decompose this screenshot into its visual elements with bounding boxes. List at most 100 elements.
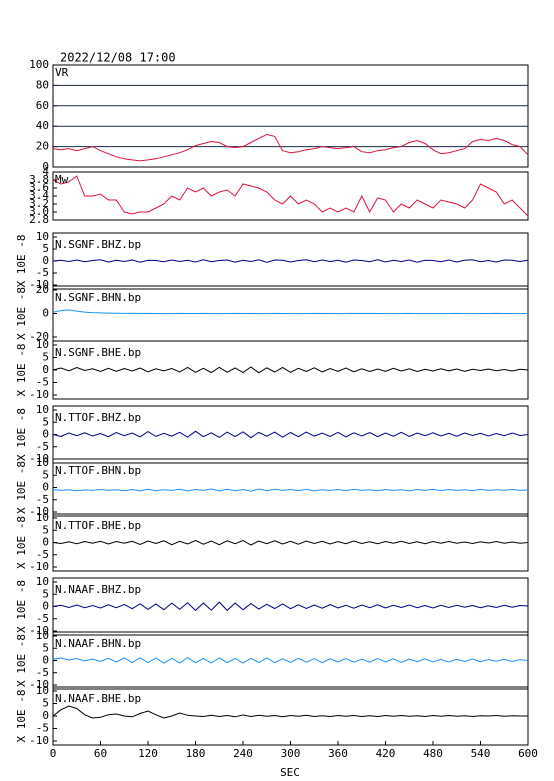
y-tick-label: 10 (36, 338, 49, 351)
y-tick-label: 3.2 (29, 197, 49, 210)
chart-title: 2022/12/08 17:00 (60, 51, 176, 65)
panel-label: N.NAAF.BHZ.bp (55, 583, 141, 596)
y-tick-label: 0 (42, 709, 49, 722)
y-tick-label: -10 (29, 388, 49, 401)
y-tick-label: 10 (36, 629, 49, 642)
trace (52, 259, 529, 263)
y-tick-label: 10 (36, 230, 49, 243)
y-tick-label: 20 (36, 283, 49, 296)
y-tick-label: 100 (29, 58, 49, 71)
y-tick-label: 10 (36, 684, 49, 697)
y-axis-label: X 10E -8 (15, 580, 28, 633)
y-tick-label: 0 (42, 481, 49, 494)
y-tick-label: -5 (36, 266, 49, 279)
y-tick-label: 4 (42, 165, 49, 178)
trace (52, 705, 528, 719)
trace (52, 175, 529, 217)
y-tick-label: -5 (36, 548, 49, 561)
y-tick-label: 3.8 (29, 173, 49, 186)
y-tick-label: 0 (42, 160, 49, 173)
trace (52, 133, 529, 162)
panel-label: N.NAAF.BHE.bp (55, 692, 141, 705)
y-tick-label: -10 (29, 678, 49, 691)
y-axis-label: X 10E -8 (15, 690, 28, 743)
x-tick-label: 240 (233, 747, 253, 760)
y-tick-label: -10 (29, 734, 49, 747)
y-axis-label: X 10E -8 (15, 634, 28, 687)
y-axis-label: X 10E -8 (15, 287, 28, 340)
x-tick-label: 60 (94, 747, 107, 760)
y-tick-label: -5 (36, 493, 49, 506)
x-tick-label: 480 (423, 747, 443, 760)
y-tick-label: 2.8 (29, 213, 49, 226)
y-tick-label: -5 (36, 612, 49, 625)
y-tick-label: -5 (36, 722, 49, 735)
panel-label: N.NAAF.BHN.bp (55, 637, 141, 650)
y-tick-label: -10 (29, 278, 49, 291)
y-tick-label: -5 (36, 440, 49, 453)
y-tick-label: 0 (42, 307, 49, 320)
x-tick-label: 540 (471, 747, 491, 760)
y-tick-label: 5 (42, 242, 49, 255)
y-axis-label: X 10E -8 (15, 344, 28, 397)
x-tick-label: 180 (186, 747, 206, 760)
y-tick-label: 0 (42, 363, 49, 376)
y-tick-label: -10 (29, 624, 49, 637)
y-tick-label: 5 (42, 351, 49, 364)
trace (52, 366, 529, 374)
y-tick-label: 5 (42, 697, 49, 710)
y-tick-label: 0 (42, 654, 49, 667)
y-tick-label: 80 (36, 78, 49, 91)
x-tick-label: 600 (518, 747, 538, 760)
y-tick-label: 5 (42, 468, 49, 481)
x-tick-label: 300 (281, 747, 301, 760)
y-tick-label: 0 (42, 254, 49, 267)
y-axis-label: X 10E -8 (15, 408, 28, 461)
x-tick-label: 120 (138, 747, 158, 760)
y-tick-label: 3.0 (29, 205, 49, 218)
y-tick-label: 60 (36, 99, 49, 112)
x-tick-label: 360 (328, 747, 348, 760)
y-tick-label: 0 (42, 428, 49, 441)
y-tick-label: 10 (36, 575, 49, 588)
y-tick-label: 10 (36, 403, 49, 416)
y-tick-label: -10 (29, 505, 49, 518)
y-tick-label: 3.4 (29, 189, 49, 202)
y-tick-label: 20 (36, 140, 49, 153)
x-axis-label: SEC (280, 766, 300, 779)
y-tick-label: -5 (36, 666, 49, 679)
panel-label: N.SGNF.BHZ.bp (55, 238, 141, 251)
panel-label: N.TTOF.BHZ.bp (55, 411, 141, 424)
panel-label: N.TTOF.BHN.bp (55, 464, 141, 477)
trace (52, 430, 529, 439)
y-tick-label: 0 (42, 600, 49, 613)
y-tick-label: 10 (36, 511, 49, 524)
y-tick-label: 5 (42, 523, 49, 536)
panel-label: N.TTOF.BHE.bp (55, 519, 141, 532)
y-axis-label: X 10E -8 (15, 516, 28, 569)
panel-label: Mw (55, 173, 69, 186)
y-tick-label: 10 (36, 456, 49, 469)
trace (52, 309, 529, 315)
y-tick-label: 40 (36, 119, 49, 132)
y-axis-label: X 10E -8 (15, 461, 28, 514)
y-tick-label: 3.6 (29, 181, 49, 194)
y-tick-label: -10 (29, 452, 49, 465)
trace (52, 488, 529, 492)
panel-label: VR (55, 66, 69, 79)
y-tick-label: -5 (36, 376, 49, 389)
x-tick-label: 0 (50, 747, 57, 760)
y-tick-label: 0 (42, 536, 49, 549)
trace (52, 601, 529, 612)
y-tick-label: 5 (42, 587, 49, 600)
y-axis-label: X 10E -8 (15, 235, 28, 288)
panel-label: N.SGNF.BHE.bp (55, 346, 141, 359)
y-tick-label: -10 (29, 560, 49, 573)
y-tick-label: 5 (42, 415, 49, 428)
x-tick-label: 420 (376, 747, 396, 760)
panel-label: N.SGNF.BHN.bp (55, 291, 141, 304)
y-tick-label: 5 (42, 641, 49, 654)
panel-frame (52, 64, 529, 168)
y-tick-label: -20 (29, 330, 49, 343)
trace (52, 656, 529, 664)
